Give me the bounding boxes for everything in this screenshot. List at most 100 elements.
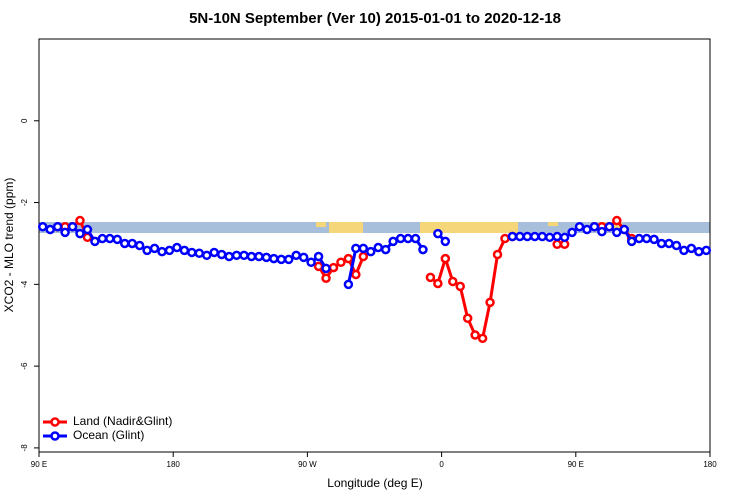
data-point: [515, 231, 525, 242]
x-tick-label: 180: [167, 460, 181, 469]
data-point: [97, 233, 108, 244]
y-tick-label: 0: [20, 118, 29, 123]
data-point: [664, 238, 674, 249]
data-point: [612, 227, 622, 238]
data-point: [187, 247, 197, 258]
data-point: [358, 243, 369, 254]
data-point: [261, 252, 272, 263]
data-point: [448, 276, 458, 287]
legend-label: Land (Nadir&Glint): [73, 414, 172, 428]
data-point: [485, 297, 495, 308]
data-point: [343, 253, 354, 264]
data-point: [530, 231, 540, 242]
data-point: [321, 263, 331, 274]
series-line: [42, 224, 707, 285]
data-point: [149, 243, 160, 254]
chart-title: 5N-10N September (Ver 10) 2015-01-01 to …: [189, 10, 561, 27]
data-point: [597, 226, 607, 237]
data-point: [164, 245, 175, 256]
data-point: [112, 234, 123, 245]
data-point: [82, 224, 93, 235]
data-point: [582, 224, 592, 235]
data-point: [306, 257, 316, 268]
data-point: [194, 248, 205, 259]
data-point: [455, 281, 465, 292]
data-point: [172, 242, 182, 253]
data-point: [686, 243, 697, 254]
data-point: [418, 244, 428, 255]
data-point: [351, 269, 361, 280]
data-point: [142, 245, 152, 256]
data-point: [298, 252, 309, 263]
x-tick-label: 90 E: [31, 460, 47, 469]
data-point: [388, 236, 398, 247]
data-point: [202, 250, 212, 261]
data-point: [127, 238, 137, 249]
data-point: [313, 261, 324, 272]
x-tick-label: 90 W: [298, 460, 317, 469]
data-point: [500, 233, 510, 244]
data-point: [552, 239, 562, 250]
data-point: [67, 221, 78, 232]
data-point: [291, 250, 301, 261]
data-point: [276, 254, 287, 265]
y-tick-label: -2: [20, 198, 29, 206]
data-point: [537, 231, 547, 242]
y-axis-label: XCO2 - MLO trend (ppm): [2, 178, 16, 313]
data-point: [671, 240, 682, 251]
data-point: [343, 279, 354, 290]
data-point: [328, 262, 339, 273]
y-tick-label: -8: [20, 444, 29, 452]
data-point: [373, 242, 383, 253]
data-point: [433, 278, 443, 289]
data-point: [380, 244, 391, 255]
data-point: [403, 233, 413, 244]
x-axis-label: Longitude (deg E): [327, 476, 422, 490]
data-point: [269, 253, 279, 264]
x-tick-label: 180: [703, 460, 717, 469]
y-tick-label: -4: [20, 280, 29, 288]
data-point: [589, 221, 600, 232]
data-point: [559, 232, 570, 243]
data-point: [694, 246, 704, 257]
legend-label: Ocean (Glint): [73, 428, 144, 442]
data-point: [649, 234, 659, 245]
data-point: [119, 238, 130, 249]
data-point: [679, 245, 689, 256]
data-point: [641, 233, 652, 244]
data-point: [634, 233, 644, 244]
data-point: [492, 249, 503, 260]
data-point: [544, 232, 555, 243]
data-point: [358, 251, 369, 262]
data-point: [37, 221, 48, 232]
x-tick-label: 90 E: [568, 460, 584, 469]
data-point: [462, 313, 473, 324]
data-point: [701, 245, 712, 256]
legend-marker: [50, 417, 60, 427]
data-point: [440, 253, 451, 264]
data-point: [134, 240, 145, 251]
data-point: [626, 236, 637, 247]
data-point: [209, 247, 219, 258]
data-point: [351, 243, 361, 254]
data-point: [612, 215, 622, 226]
data-point: [440, 236, 451, 247]
data-point: [45, 224, 55, 235]
plot-frame: [38, 38, 711, 453]
data-point: [60, 227, 70, 238]
data-point: [179, 245, 190, 256]
data-point: [604, 221, 615, 232]
data-point: [157, 246, 167, 257]
data-point: [231, 250, 242, 261]
data-point: [425, 272, 436, 283]
data-point: [216, 249, 227, 260]
data-point: [284, 254, 294, 265]
data-point: [75, 228, 85, 239]
data-point: [366, 246, 376, 257]
data-point: [619, 224, 630, 235]
data-point: [567, 227, 577, 238]
data-point: [254, 251, 264, 262]
data-point: [246, 251, 257, 262]
data-point: [410, 233, 421, 244]
